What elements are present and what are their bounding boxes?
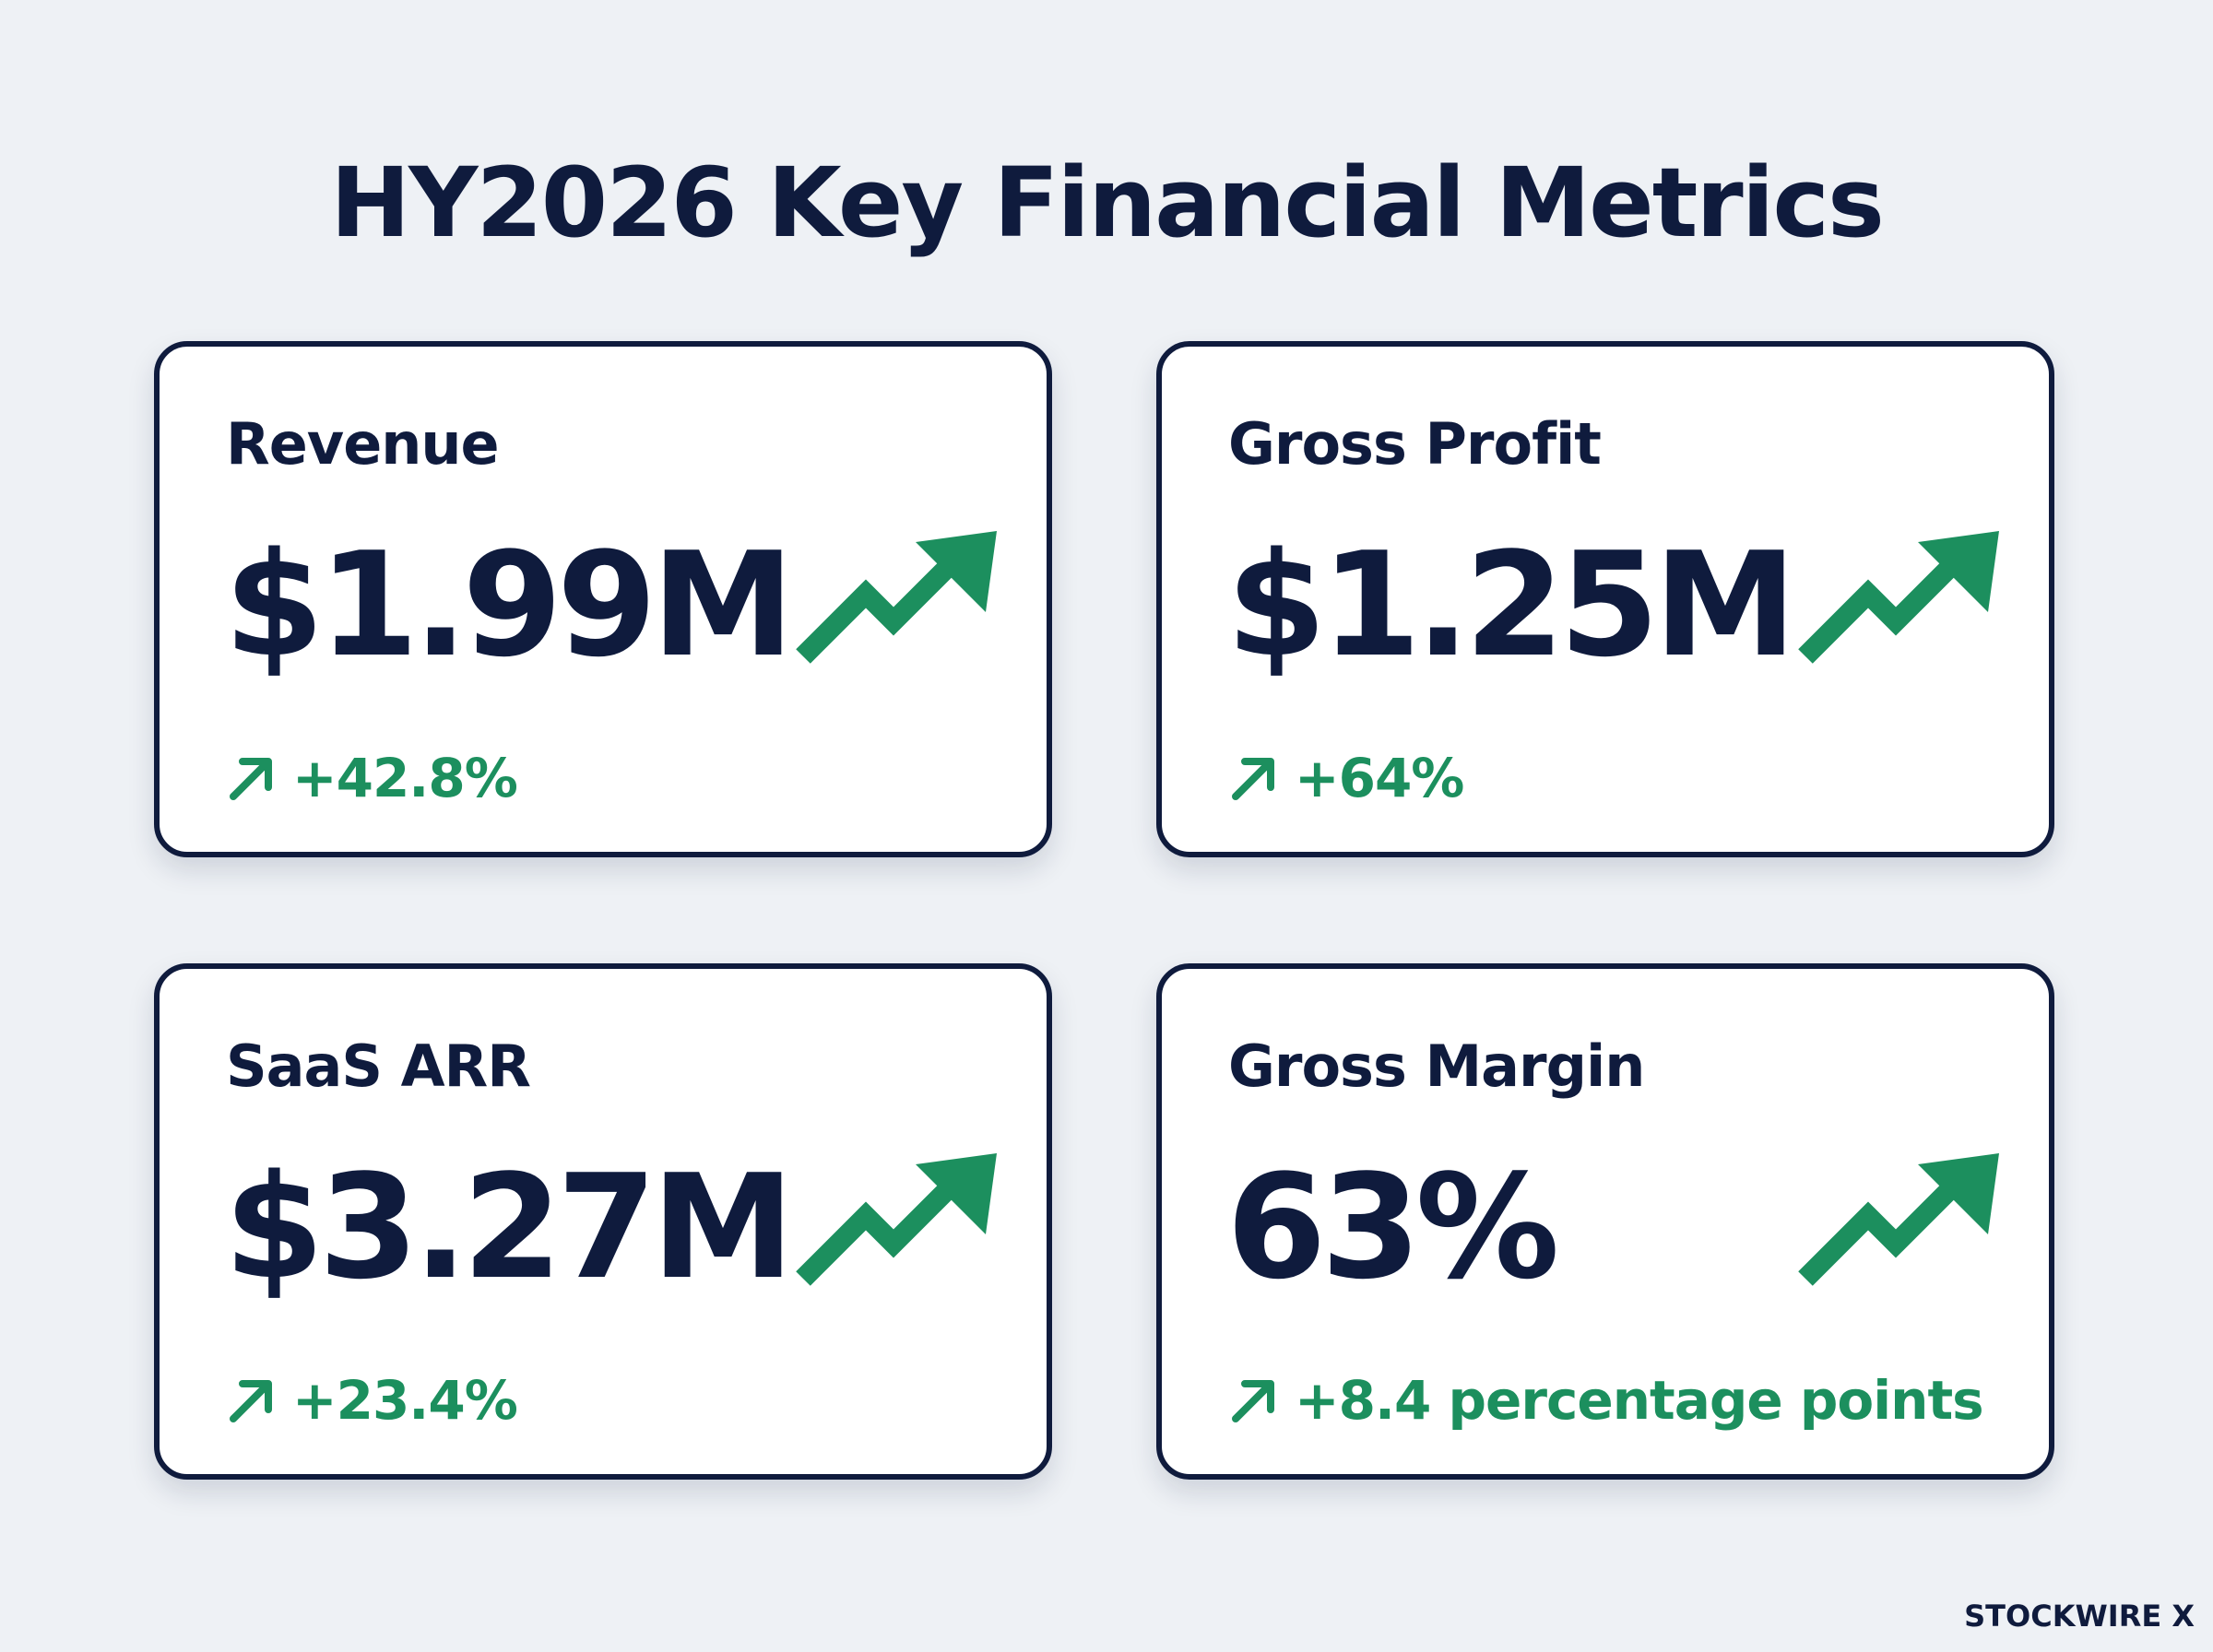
trending-up-icon	[1798, 531, 1999, 664]
metric-label: Revenue	[226, 410, 500, 478]
metric-change: +23.4%	[226, 1363, 518, 1437]
metric-change-text: +8.4 percentage points	[1295, 1369, 1984, 1432]
metric-label: Gross Profit	[1228, 410, 1602, 478]
metric-label: SaaS ARR	[226, 1032, 531, 1100]
metric-value: $1.99M	[224, 521, 795, 689]
metric-card-gross-margin: Gross Margin 63% +8.4 percentage points	[1156, 963, 2054, 1480]
arrow-up-right-icon	[230, 1380, 272, 1422]
metric-change: +42.8%	[226, 741, 518, 815]
metric-label: Gross Margin	[1228, 1032, 1645, 1100]
metric-card-gross-profit: Gross Profit $1.25M +64%	[1156, 341, 2054, 857]
metric-change: +64%	[1228, 741, 1464, 815]
trending-up-icon	[796, 531, 997, 664]
metric-change-text: +23.4%	[292, 1369, 518, 1432]
arrow-up-right-icon	[1232, 1380, 1274, 1422]
metric-value: $3.27M	[224, 1143, 795, 1311]
metric-card-saas-arr: SaaS ARR $3.27M +23.4%	[154, 963, 1052, 1480]
metric-value: $1.25M	[1226, 521, 1797, 689]
trending-up-icon	[1798, 1153, 1999, 1286]
metric-card-revenue: Revenue $1.99M +42.8%	[154, 341, 1052, 857]
brand-logo: STOCKWIRE X	[1964, 1599, 2195, 1634]
metric-change-text: +42.8%	[292, 747, 518, 809]
metric-value: 63%	[1226, 1143, 1559, 1311]
trending-up-icon	[796, 1153, 997, 1286]
page-title: HY2026 Key Financial Metrics	[330, 147, 1885, 259]
arrow-up-right-icon	[230, 758, 272, 800]
metric-change: +8.4 percentage points	[1228, 1363, 1984, 1437]
arrow-up-right-icon	[1232, 758, 1274, 800]
metric-change-text: +64%	[1295, 747, 1464, 809]
